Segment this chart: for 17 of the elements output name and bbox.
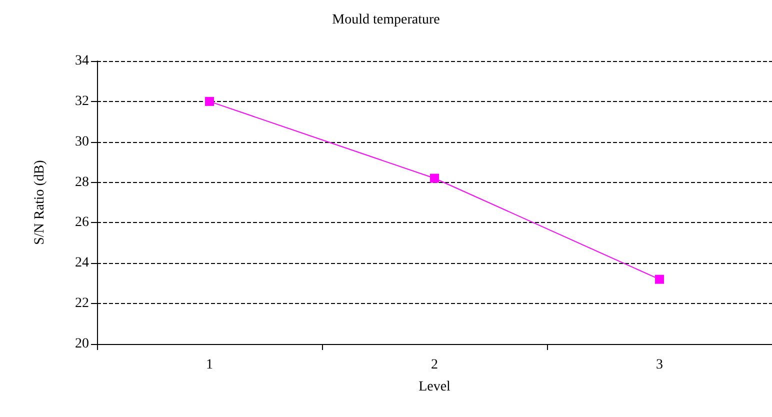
x-tick-label: 2: [431, 358, 438, 372]
y-tick-label: 32: [75, 94, 89, 109]
y-tick-label: 34: [75, 54, 89, 68]
y-tick-label: 26: [75, 215, 89, 230]
y-tick-label: 22: [75, 296, 89, 312]
y-tick-label: 24: [75, 256, 89, 271]
x-tick-label: 1: [206, 358, 213, 372]
y-axis-title: S/N Ratio (dB): [32, 160, 48, 245]
chart-title: Mould temperature: [332, 12, 440, 28]
point: [655, 274, 664, 284]
x-tick-label: 3: [656, 358, 663, 372]
y-tick-label: 20: [75, 336, 89, 352]
y-tick-label: 28: [75, 174, 89, 190]
y-tick-label: 30: [75, 134, 89, 150]
point: [205, 96, 214, 106]
point: [430, 174, 439, 183]
x-axis-title: Level: [418, 380, 451, 394]
